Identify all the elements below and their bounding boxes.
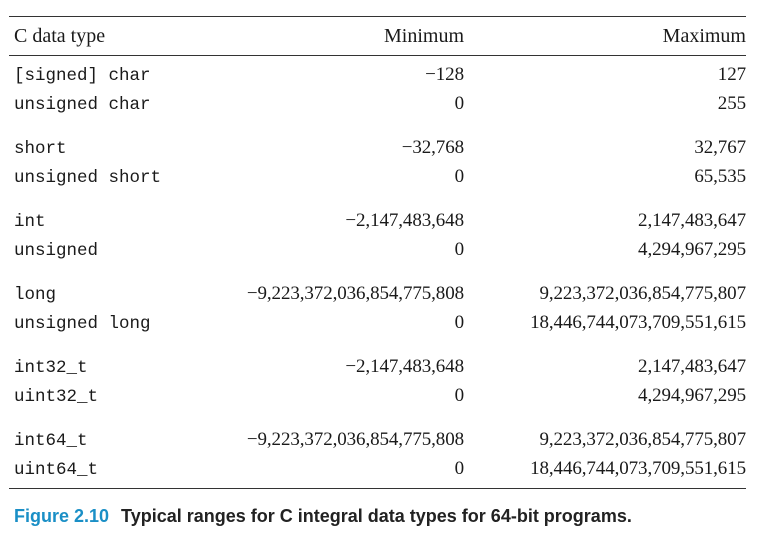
- minimum-cell: 0: [454, 166, 465, 188]
- maximum-cell: 9,223,372,036,854,775,807: [539, 428, 746, 450]
- type-cell: unsigned long: [9, 312, 209, 334]
- bottom-rule: [9, 488, 746, 489]
- type-cell: uint32_t: [9, 385, 209, 407]
- maximum-cell: 127: [717, 63, 746, 85]
- header-type: C data type: [14, 24, 106, 47]
- type-cell: unsigned char: [9, 93, 209, 115]
- maximum-cell: 4,294,967,295: [638, 239, 746, 261]
- type-keyword: int: [14, 211, 46, 232]
- type-keyword: short: [14, 138, 67, 159]
- minimum-cell: −2,147,483,648: [345, 209, 464, 231]
- minimum-cell: −32,768: [401, 136, 464, 158]
- header-rule: [9, 55, 746, 56]
- type-cell: int32_t: [9, 356, 209, 378]
- type-cell: int: [9, 210, 209, 232]
- minimum-cell: −9,223,372,036,854,775,808: [246, 428, 464, 450]
- table-row: unsigned char 0 255: [9, 90, 746, 120]
- minimum-cell: 0: [454, 93, 465, 115]
- type-keyword: int32_t: [14, 357, 88, 378]
- table-row: int −2,147,483,648 2,147,483,647: [9, 206, 746, 236]
- table-header-row: C data type Minimum Maximum: [9, 17, 746, 55]
- data-type-table: C data type Minimum Maximum [signed] cha…: [9, 16, 746, 489]
- type-cell: unsigned short: [9, 166, 209, 188]
- table-row: long −9,223,372,036,854,775,808 9,223,372,…: [9, 279, 746, 309]
- minimum-cell: 0: [454, 458, 465, 480]
- minimum-cell: −2,147,483,648: [345, 355, 464, 377]
- minimum-cell: 0: [454, 385, 465, 407]
- table-row: unsigned short 0 65,535: [9, 163, 746, 193]
- maximum-cell: 2,147,483,647: [638, 355, 746, 377]
- type-keyword: int64_t: [14, 430, 88, 451]
- type-cell: int64_t: [9, 429, 209, 451]
- header-minimum: Minimum: [383, 24, 464, 47]
- table-row: unsigned 0 4,294,967,295: [9, 236, 746, 266]
- type-prefix: unsigned: [14, 95, 109, 116]
- table-row: short −32,768 32,767: [9, 133, 746, 163]
- type-keyword: uint64_t: [14, 460, 99, 481]
- type-cell: uint64_t: [9, 458, 209, 480]
- table-group: int32_t −2,147,483,648 2,147,483,647 uint32…: [9, 352, 746, 411]
- type-cell: short: [9, 137, 209, 159]
- header-maximum: Maximum: [662, 24, 746, 47]
- table-group: short −32,768 32,767 unsigned short 0 65,535: [9, 133, 746, 192]
- type-cell: long: [9, 283, 209, 305]
- maximum-cell: 4,294,967,295: [638, 385, 746, 407]
- maximum-cell: 255: [717, 93, 746, 115]
- table-row: unsigned long 0 18,446,744,073,709,551,615: [9, 309, 746, 339]
- maximum-cell: 65,535: [694, 166, 746, 188]
- table-row: uint64_t 0 18,446,744,073,709,551,615: [9, 455, 746, 485]
- table-group: long −9,223,372,036,854,775,808 9,223,372,…: [9, 279, 746, 338]
- type-prefix: unsigned: [14, 314, 109, 335]
- maximum-cell: 18,446,744,073,709,551,615: [530, 458, 746, 480]
- type-keyword: unsigned: [14, 241, 99, 262]
- table-body: [signed] char −128 127 unsigned char 0 255 sho…: [9, 56, 746, 488]
- table-group: int −2,147,483,648 2,147,483,647 unsigned 0 4…: [9, 206, 746, 265]
- type-prefix: [signed]: [14, 65, 109, 86]
- type-keyword: short: [108, 168, 162, 189]
- table-group: int64_t −9,223,372,036,854,775,808 9,223,3…: [9, 425, 746, 484]
- type-keyword: uint32_t: [14, 387, 99, 408]
- table-group: [signed] char −128 127 unsigned char 0 255: [9, 60, 746, 119]
- type-cell: unsigned: [9, 239, 209, 261]
- minimum-cell: 0: [454, 312, 465, 334]
- type-keyword: long: [14, 284, 57, 305]
- figure-caption: Figure 2.10 Typical ranges for C integral…: [14, 506, 632, 527]
- maximum-cell: 18,446,744,073,709,551,615: [530, 312, 746, 334]
- maximum-cell: 2,147,483,647: [638, 209, 746, 231]
- type-keyword: char: [108, 95, 151, 116]
- maximum-cell: 32,767: [694, 136, 746, 158]
- table-row: int64_t −9,223,372,036,854,775,808 9,223,3…: [9, 425, 746, 455]
- table-row: int32_t −2,147,483,648 2,147,483,647: [9, 352, 746, 382]
- type-keyword: long: [108, 314, 151, 335]
- table-row: uint32_t 0 4,294,967,295: [9, 382, 746, 412]
- type-keyword: char: [108, 65, 151, 86]
- table-row: [signed] char −128 127: [9, 60, 746, 90]
- caption-text: Typical ranges for C integral data types…: [121, 506, 632, 526]
- figure-label: Figure 2.10: [14, 506, 110, 526]
- maximum-cell: 9,223,372,036,854,775,807: [539, 282, 746, 304]
- minimum-cell: −128: [425, 63, 464, 85]
- type-prefix: unsigned: [14, 168, 109, 189]
- type-cell: [signed] char: [9, 64, 209, 86]
- minimum-cell: 0: [454, 239, 465, 261]
- minimum-cell: −9,223,372,036,854,775,808: [246, 282, 464, 304]
- top-rule: [9, 16, 746, 17]
